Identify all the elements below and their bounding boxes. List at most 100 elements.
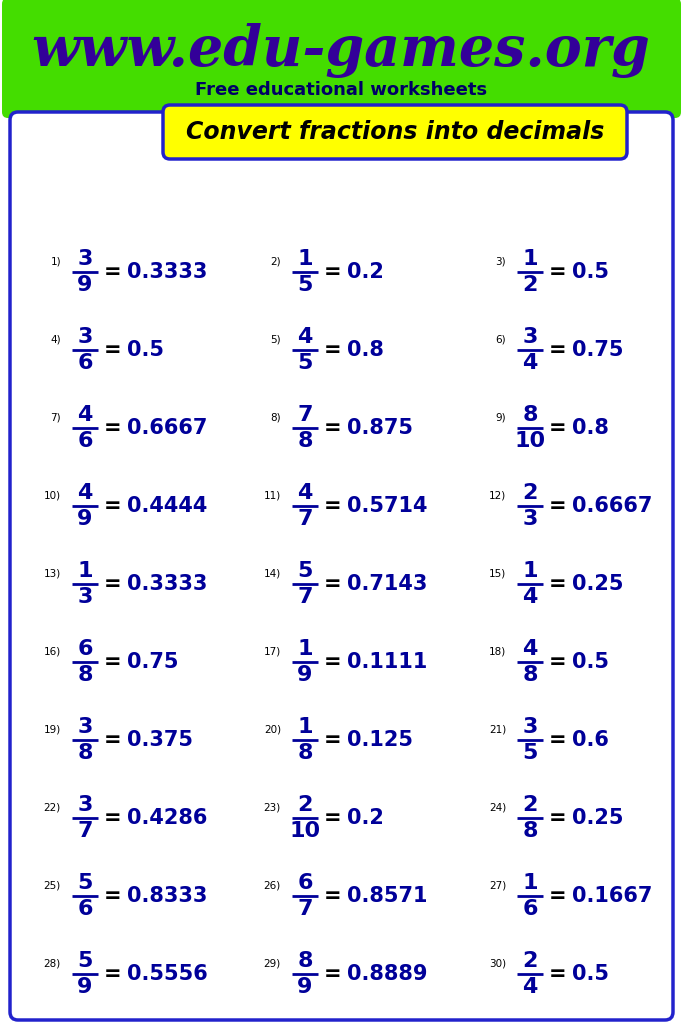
Text: 4: 4	[522, 977, 538, 997]
Text: 18): 18)	[489, 646, 506, 656]
Text: =: =	[104, 574, 122, 594]
Text: =: =	[104, 652, 122, 672]
Text: 2: 2	[297, 795, 313, 815]
Text: 5): 5)	[270, 334, 281, 344]
Text: =: =	[549, 808, 567, 828]
Text: =: =	[549, 652, 567, 672]
Text: 10): 10)	[44, 490, 61, 500]
Text: 0.6667: 0.6667	[127, 418, 208, 438]
Text: 0.8: 0.8	[572, 418, 609, 438]
Text: 0.7143: 0.7143	[347, 574, 428, 594]
Text: 7: 7	[297, 509, 313, 529]
Text: =: =	[549, 262, 567, 282]
Text: 0.8333: 0.8333	[127, 886, 208, 906]
Text: 1: 1	[522, 561, 538, 581]
Text: =: =	[324, 340, 342, 360]
Text: 13): 13)	[44, 568, 61, 578]
Text: 3: 3	[77, 717, 93, 737]
Text: 9: 9	[297, 977, 313, 997]
Text: Convert fractions into decimals: Convert fractions into decimals	[186, 120, 604, 144]
Text: 8: 8	[297, 743, 313, 763]
Text: =: =	[549, 964, 567, 984]
Text: 0.75: 0.75	[572, 340, 624, 360]
Text: 0.5: 0.5	[572, 262, 609, 282]
Text: 3: 3	[522, 327, 538, 347]
Text: =: =	[324, 418, 342, 438]
Text: 12): 12)	[489, 490, 506, 500]
Text: 8): 8)	[270, 412, 281, 422]
Text: 1: 1	[297, 249, 313, 269]
Text: 0.5556: 0.5556	[127, 964, 208, 984]
Text: 0.8889: 0.8889	[347, 964, 428, 984]
Text: =: =	[104, 340, 122, 360]
Text: 6: 6	[77, 639, 93, 659]
Text: 0.4444: 0.4444	[127, 496, 208, 516]
Text: 21): 21)	[489, 724, 506, 734]
Text: =: =	[104, 496, 122, 516]
Text: 3: 3	[77, 587, 93, 607]
Text: 0.2: 0.2	[347, 808, 384, 828]
Text: 8: 8	[297, 431, 313, 451]
Text: 0.25: 0.25	[572, 574, 624, 594]
Text: 6: 6	[77, 431, 93, 451]
Text: 1: 1	[297, 639, 313, 659]
Text: Free educational worksheets: Free educational worksheets	[195, 81, 487, 99]
Text: =: =	[549, 574, 567, 594]
Text: 1: 1	[77, 561, 93, 581]
Text: 11): 11)	[264, 490, 281, 500]
Text: 4: 4	[297, 327, 313, 347]
Text: 26): 26)	[264, 880, 281, 890]
Text: 24): 24)	[489, 802, 506, 812]
Text: 8: 8	[522, 821, 538, 841]
Text: 25): 25)	[44, 880, 61, 890]
Text: =: =	[104, 418, 122, 438]
Text: 19): 19)	[44, 724, 61, 734]
Text: 1: 1	[522, 249, 538, 269]
Text: =: =	[549, 418, 567, 438]
Text: 7): 7)	[51, 412, 61, 422]
Text: 22): 22)	[44, 802, 61, 812]
Text: =: =	[104, 808, 122, 828]
Text: 0.75: 0.75	[127, 652, 178, 672]
Text: www.edu-games.org: www.edu-games.org	[31, 23, 650, 78]
Text: 9: 9	[77, 977, 93, 997]
Text: 0.5: 0.5	[127, 340, 164, 360]
Text: =: =	[549, 886, 567, 906]
Text: =: =	[324, 262, 342, 282]
Text: 16): 16)	[44, 646, 61, 656]
Text: 9: 9	[77, 275, 93, 295]
Text: 0.5714: 0.5714	[347, 496, 428, 516]
Text: =: =	[549, 340, 567, 360]
FancyBboxPatch shape	[2, 0, 681, 118]
Text: 4: 4	[297, 483, 313, 503]
FancyBboxPatch shape	[10, 112, 673, 1020]
Text: 5: 5	[522, 743, 538, 763]
Text: 0.1667: 0.1667	[572, 886, 652, 906]
Text: 3): 3)	[495, 256, 506, 266]
Text: 0.125: 0.125	[347, 730, 413, 750]
Text: 7: 7	[77, 821, 93, 841]
Text: 0.5: 0.5	[572, 964, 609, 984]
Text: =: =	[104, 964, 122, 984]
Text: 2): 2)	[270, 256, 281, 266]
Text: =: =	[549, 730, 567, 750]
Text: 4: 4	[522, 587, 538, 607]
Text: 0.8571: 0.8571	[347, 886, 428, 906]
Text: 0.2: 0.2	[347, 262, 384, 282]
Text: =: =	[104, 886, 122, 906]
Text: 7: 7	[297, 406, 313, 425]
Text: 1): 1)	[51, 256, 61, 266]
Text: 5: 5	[297, 353, 313, 373]
Text: 3: 3	[77, 327, 93, 347]
Text: =: =	[324, 730, 342, 750]
Text: 5: 5	[77, 873, 93, 893]
FancyBboxPatch shape	[163, 105, 627, 159]
Text: 4: 4	[522, 639, 538, 659]
Text: 4: 4	[522, 353, 538, 373]
Text: 4: 4	[77, 483, 93, 503]
Text: 10: 10	[290, 821, 320, 841]
Text: 10: 10	[514, 431, 546, 451]
Text: 8: 8	[77, 665, 93, 685]
Text: 5: 5	[77, 951, 93, 971]
Text: 5: 5	[297, 275, 313, 295]
